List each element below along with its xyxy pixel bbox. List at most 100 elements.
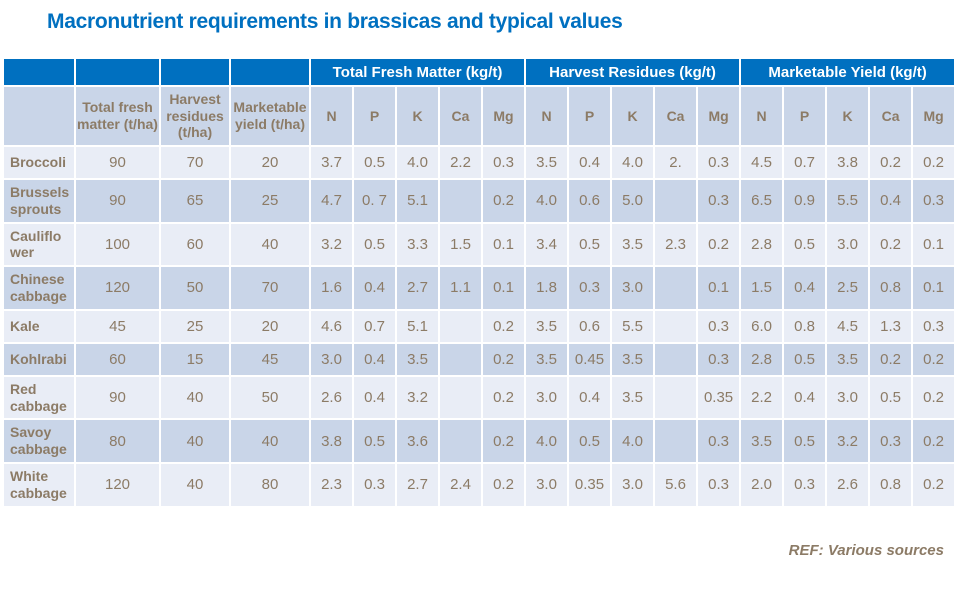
value-cell: 0.4 <box>567 145 613 180</box>
header-spacer-cell <box>159 57 231 87</box>
table-row: Cauliflower 100 60 40 3.2 0.5 3.3 1.5 0.1 3.4 0.5 3… <box>2 221 957 268</box>
value-cell: 3.0 <box>524 374 570 421</box>
value-cell: 0.5 <box>567 418 613 464</box>
value-cell: 3.0 <box>825 221 871 268</box>
table-row: Broccoli 90 70 20 3.7 0.5 4.0 2.2 0.3 3.5 0.4 4.0 2.… <box>2 145 957 180</box>
value-cell: 3.6 <box>395 418 440 464</box>
value-cell: 0.6 <box>567 308 613 344</box>
crop-label: Savoy cabbage <box>2 418 76 464</box>
value-cell: 1.8 <box>524 265 570 311</box>
page-title: Macronutrient requirements in brassicas … <box>47 10 623 33</box>
column-header-mg-group1: Mg <box>696 85 742 147</box>
value-cell <box>653 178 699 224</box>
value-cell: 90 <box>74 374 161 421</box>
column-header-marketable-yield-tha: Marketable yield (t/ha) <box>229 85 311 147</box>
value-cell: 4.5 <box>739 145 785 180</box>
value-cell: 0. 7 <box>352 178 397 224</box>
value-cell: 90 <box>74 178 161 224</box>
value-cell: 120 <box>74 461 161 508</box>
value-cell: 1.5 <box>739 265 785 311</box>
value-cell: 0.5 <box>782 341 828 377</box>
value-cell: 3.0 <box>309 341 354 377</box>
value-cell: 3.0 <box>610 265 656 311</box>
table-row: White cabbage 120 40 80 2.3 0.3 2.7 2.4 0.2 3.0 0.… <box>2 461 957 508</box>
value-cell: 3.7 <box>309 145 354 180</box>
value-cell: 0.1 <box>480 265 527 311</box>
value-cell: 25 <box>229 178 311 224</box>
header-spacer-cell <box>2 57 76 87</box>
value-cell: 0.3 <box>696 308 742 344</box>
value-cell: 0.45 <box>567 341 613 377</box>
value-cell: 45 <box>74 308 161 344</box>
value-cell: 4.7 <box>309 178 354 224</box>
value-cell: 4.0 <box>395 145 440 180</box>
corner-cell <box>2 85 76 147</box>
value-cell: 2.5 <box>825 265 871 311</box>
value-cell: 2.6 <box>309 374 354 421</box>
value-cell: 0.4 <box>352 341 397 377</box>
value-cell: 0.2 <box>911 374 957 421</box>
value-cell: 0.3 <box>567 265 613 311</box>
value-cell: 4.6 <box>309 308 354 344</box>
value-cell: 0.7 <box>352 308 397 344</box>
value-cell: 3.5 <box>524 341 570 377</box>
value-cell: 3.2 <box>395 374 440 421</box>
value-cell: 2.0 <box>739 461 785 508</box>
value-cell: 1.3 <box>868 308 914 344</box>
value-cell <box>653 374 699 421</box>
column-header-k-group1: K <box>610 85 656 147</box>
value-cell <box>653 418 699 464</box>
value-cell: 3.2 <box>825 418 871 464</box>
crop-label: Cauliflower <box>2 221 76 268</box>
value-cell: 0.4 <box>868 178 914 224</box>
value-cell: 0.1 <box>480 221 527 268</box>
value-cell: 0.2 <box>480 341 527 377</box>
value-cell: 3.0 <box>610 461 656 508</box>
value-cell: 90 <box>74 145 161 180</box>
column-header-harvest-residues-tha: Harvest residues (t/ha) <box>159 85 231 147</box>
value-cell: 1.1 <box>438 265 483 311</box>
value-cell: 2.3 <box>653 221 699 268</box>
value-cell <box>653 265 699 311</box>
crop-label: White cabbage <box>2 461 76 508</box>
value-cell: 3.5 <box>739 418 785 464</box>
value-cell: 0.3 <box>911 178 957 224</box>
crop-label: Kohlrabi <box>2 341 76 377</box>
value-cell: 0.2 <box>868 145 914 180</box>
value-cell <box>438 308 483 344</box>
table-row: Brussels sprouts 90 65 25 4.7 0. 7 5.1 0.2 4.0 0.… <box>2 178 957 224</box>
value-cell: 5.5 <box>610 308 656 344</box>
value-cell: 5.0 <box>610 178 656 224</box>
value-cell: 0.4 <box>782 374 828 421</box>
value-cell: 0.9 <box>782 178 828 224</box>
crop-label: Broccoli <box>2 145 76 180</box>
value-cell: 15 <box>159 341 231 377</box>
value-cell: 0.3 <box>911 308 957 344</box>
value-cell: 0.1 <box>911 221 957 268</box>
value-cell: 40 <box>229 221 311 268</box>
column-header-n-group0: N <box>309 85 354 147</box>
value-cell: 20 <box>229 145 311 180</box>
table-row: Kohlrabi 60 15 45 3.0 0.4 3.5 0.2 3.5 0.45 3.5 0.3 2… <box>2 341 957 377</box>
value-cell: 0.3 <box>480 145 527 180</box>
value-cell: 3.5 <box>524 145 570 180</box>
value-cell: 2.8 <box>739 341 785 377</box>
value-cell: 3.8 <box>825 145 871 180</box>
value-cell: 0.4 <box>782 265 828 311</box>
value-cell: 0.1 <box>911 265 957 311</box>
value-cell <box>438 341 483 377</box>
value-cell: 65 <box>159 178 231 224</box>
value-cell: 3.2 <box>309 221 354 268</box>
table-row: Red cabbage 90 40 50 2.6 0.4 3.2 0.2 3.0 0.4 3.5 0.… <box>2 374 957 421</box>
value-cell: 40 <box>159 418 231 464</box>
value-cell: 60 <box>74 341 161 377</box>
value-cell: 3.3 <box>395 221 440 268</box>
value-cell: 0.2 <box>480 374 527 421</box>
value-cell: 2.2 <box>438 145 483 180</box>
value-cell: 0.2 <box>911 145 957 180</box>
value-cell: 3.0 <box>524 461 570 508</box>
value-cell: 5.5 <box>825 178 871 224</box>
value-cell: 2. <box>653 145 699 180</box>
value-cell <box>653 341 699 377</box>
value-cell: 6.0 <box>739 308 785 344</box>
